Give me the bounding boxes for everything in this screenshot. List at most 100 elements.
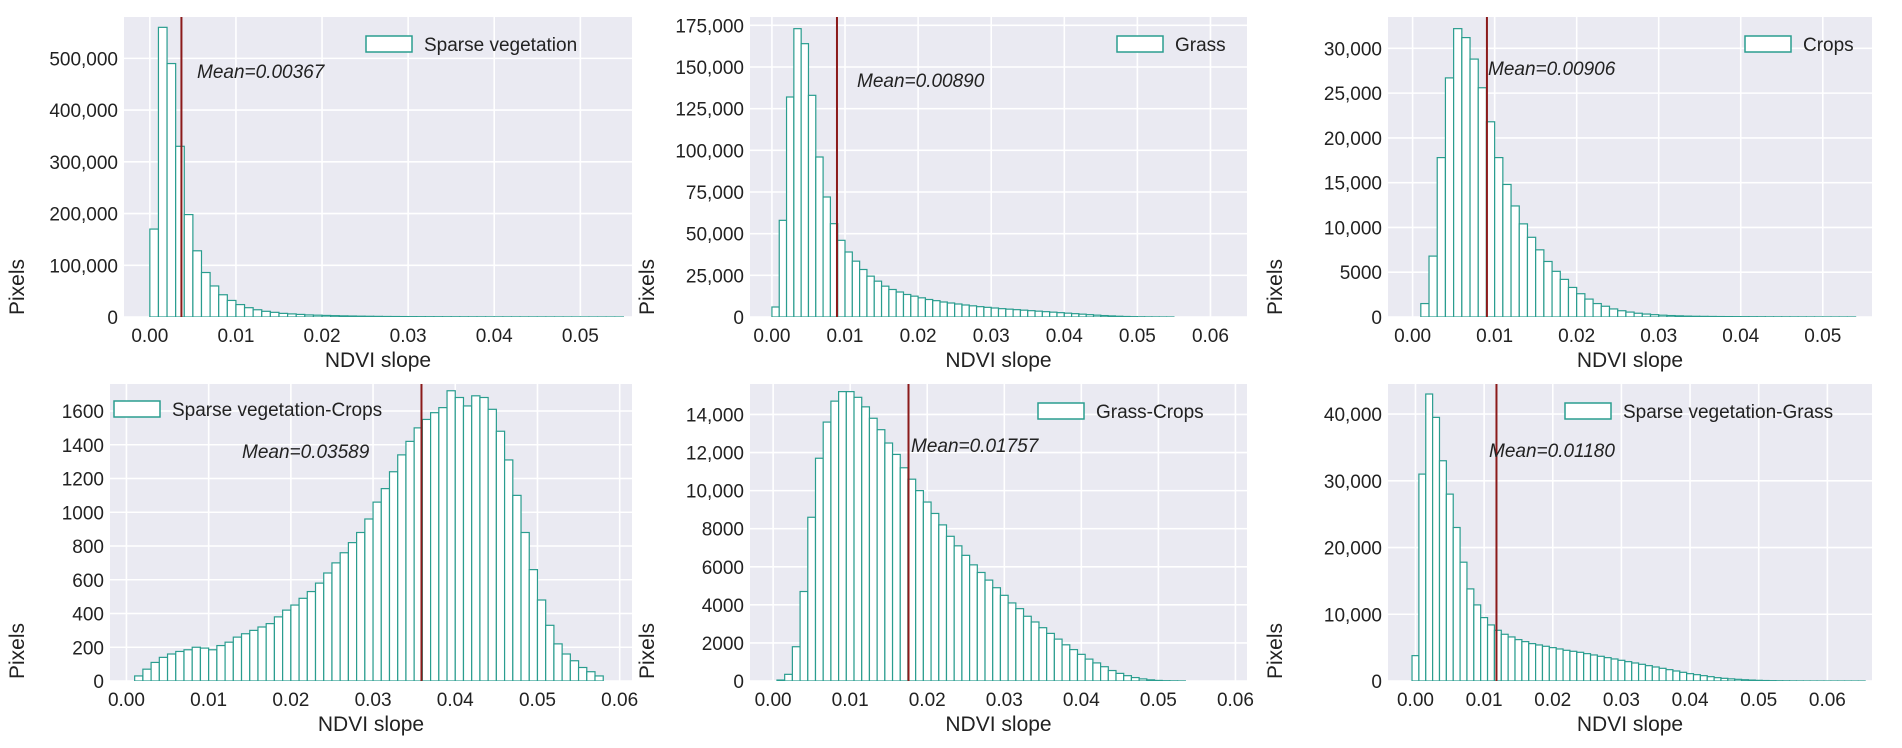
histogram-bar (1041, 311, 1051, 317)
histogram-bar (1754, 679, 1763, 681)
histogram-bar (1034, 310, 1043, 317)
histogram-bar (915, 490, 924, 681)
histogram-bar (339, 552, 349, 681)
histogram-bar (807, 94, 817, 317)
histogram-bar (1679, 671, 1688, 681)
histogram-bar (1518, 223, 1529, 317)
histogram-bar (1494, 156, 1504, 317)
histogram-bar (1610, 658, 1619, 681)
histogram-bar (1649, 314, 1660, 317)
mean-label: Mean=0.00367 (197, 62, 326, 83)
histogram-bar (1084, 658, 1094, 681)
y-tick-label: 1400 (62, 436, 104, 457)
histogram-bar (799, 590, 809, 681)
x-tick-label: 0.02 (1534, 690, 1571, 711)
histogram-bar (1030, 621, 1040, 681)
histogram-bar (976, 571, 986, 681)
histogram-bar (1562, 649, 1571, 681)
histogram-bar (1153, 679, 1163, 681)
histogram-bar (1583, 653, 1592, 681)
histogram-bar (930, 512, 940, 681)
mean-label: Mean=0.01180 (1489, 441, 1615, 462)
histogram-bar (1510, 205, 1520, 317)
histogram-bar (1420, 302, 1430, 317)
y-tick-label: 10,000 (1324, 218, 1382, 239)
histogram-bar (859, 268, 868, 317)
mean-label: Mean=0.01757 (911, 436, 1040, 457)
histogram-bar (495, 430, 506, 681)
histogram-bar (1114, 315, 1124, 317)
histogram-bar (1672, 670, 1681, 681)
histogram-bar (1452, 526, 1461, 681)
histogram-bar (166, 62, 177, 317)
histogram-bar (1617, 659, 1626, 681)
histogram-bar (1107, 669, 1117, 681)
histogram-bar (1569, 650, 1578, 681)
histogram-bar (1092, 314, 1102, 317)
legend-label: Sparse vegetation-Grass (1623, 402, 1833, 423)
histogram-bar (1012, 309, 1022, 317)
histogram-bar (364, 518, 374, 681)
histogram-bar (243, 307, 254, 317)
histogram-bar (278, 312, 289, 317)
histogram-bar (880, 285, 890, 317)
histogram-bar (791, 646, 801, 681)
histogram-panel-6: Mean=0.01180 Sparse vegetation-Grass 0.00 0… (1264, 384, 1872, 736)
histogram-bar (1056, 312, 1065, 317)
y-axis-label: Pixels (1264, 623, 1287, 679)
legend-swatch (1744, 35, 1792, 53)
y-axis-label: Pixels (636, 623, 659, 679)
histogram-bar (984, 579, 994, 681)
histogram-bar (1502, 183, 1512, 317)
histogram-bar (939, 301, 948, 317)
y-tick-label: 30,000 (1324, 472, 1382, 493)
bars (134, 390, 604, 681)
histogram-bar (282, 609, 292, 681)
histogram-bar (158, 656, 169, 681)
x-tick-label: 0.02 (900, 326, 937, 347)
histogram-bar (975, 306, 985, 317)
histogram-bar (932, 300, 941, 317)
histogram-bar (999, 594, 1009, 681)
y-tick-label: 20,000 (1324, 539, 1382, 560)
x-axis-label: NDVI slope (318, 713, 424, 736)
x-tick-label: 0.00 (131, 326, 168, 347)
y-tick-label: 1200 (62, 470, 104, 491)
histogram-bar (150, 661, 160, 681)
histogram-bar (226, 299, 237, 317)
histogram-bar (1551, 270, 1561, 317)
histogram-bar (1727, 678, 1736, 681)
histogram-bar (265, 623, 276, 681)
histogram-bar (814, 457, 824, 681)
histogram-bar (1633, 312, 1643, 317)
histogram-bar (990, 307, 1000, 317)
histogram-bar (487, 408, 497, 681)
histogram-bar (1005, 308, 1014, 317)
histogram-bar (175, 145, 185, 317)
mean-label: Mean=0.00906 (1488, 59, 1616, 80)
histogram-bar (1548, 647, 1557, 681)
y-axis-label: Pixels (6, 259, 29, 315)
legend-label: Crops (1803, 35, 1854, 56)
histogram-bar (183, 649, 193, 681)
histogram-bar (1637, 663, 1647, 681)
histogram-bar (873, 280, 883, 317)
x-tick-label: 0.05 (562, 326, 599, 347)
histogram-bar (1674, 315, 1684, 317)
histogram-bar (1022, 615, 1032, 681)
histogram-bar (273, 616, 284, 681)
y-tick-label: 0 (733, 672, 744, 693)
histogram-panel-3: Mean=0.00906 Crops 0.00 0.01 0.02 0.03 0.04 0.0… (1264, 17, 1872, 372)
histogram-bar (815, 156, 824, 317)
histogram-bar (561, 653, 571, 681)
y-tick-label: 50,000 (686, 225, 744, 246)
histogram-bar (331, 562, 341, 681)
y-tick-label: 100,000 (675, 141, 744, 162)
y-tick-label: 500,000 (49, 49, 118, 70)
histogram-bar (969, 564, 978, 681)
histogram-bar (1486, 624, 1496, 681)
y-tick-label: 25,000 (1324, 84, 1382, 105)
y-tick-label: 800 (72, 537, 104, 558)
